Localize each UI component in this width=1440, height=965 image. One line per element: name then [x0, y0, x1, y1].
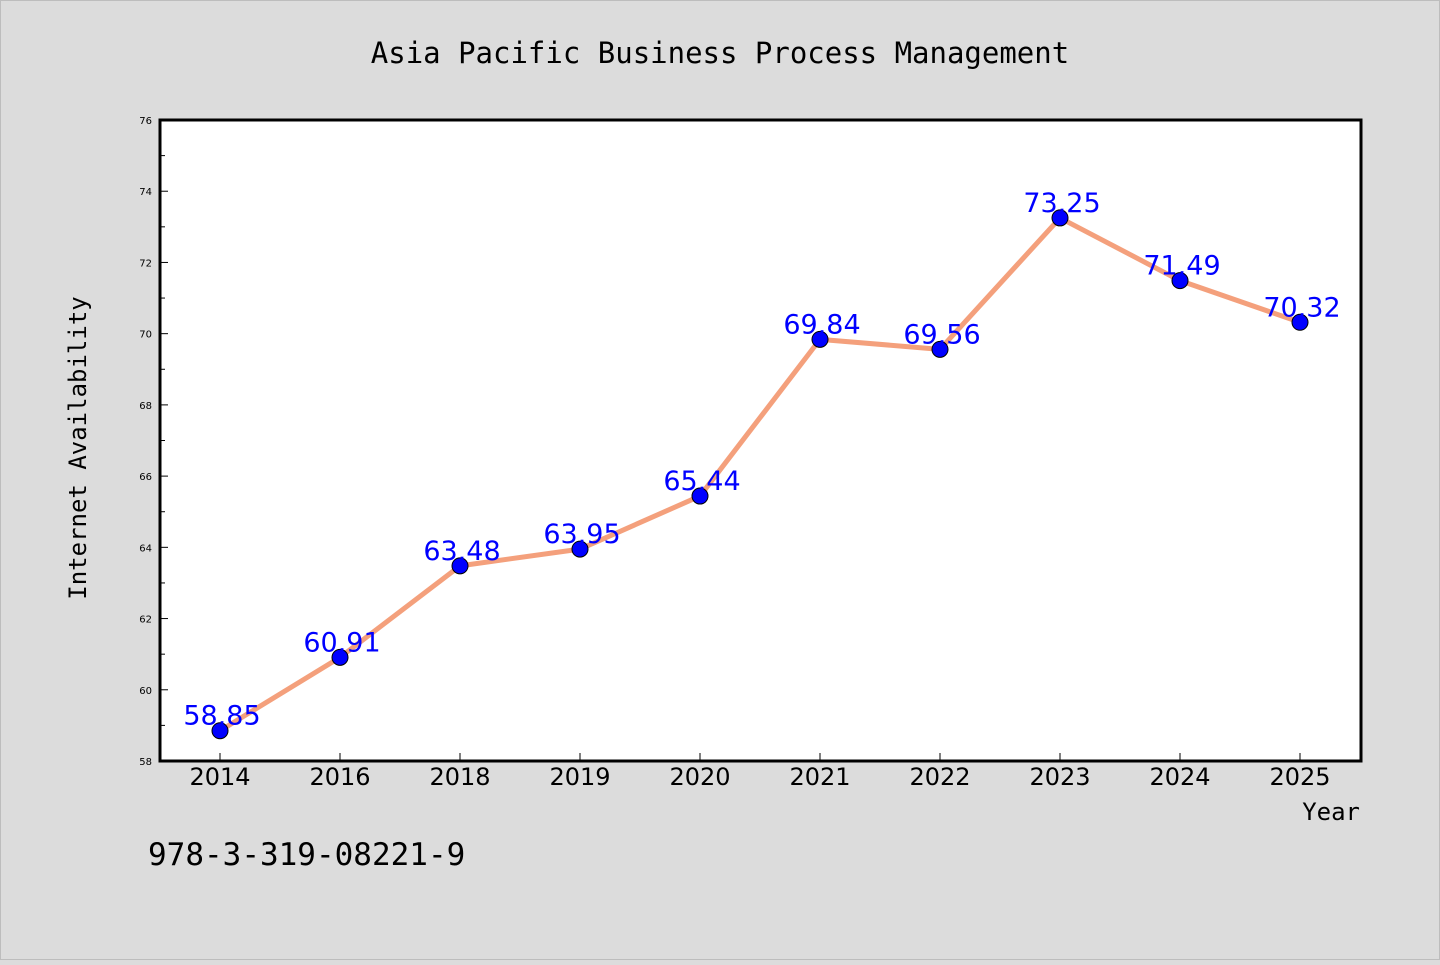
data-point-marker [451, 557, 469, 575]
data-label: 60.91 [303, 627, 380, 658]
x-tick-label: 2018 [429, 763, 490, 791]
y-tick-label: 70 [139, 330, 152, 341]
plot-frame [158, 118, 1363, 763]
data-label: 69.56 [903, 319, 980, 350]
x-tick-label: 2022 [909, 763, 970, 791]
data-labels: 58.85 60.91 63.48 63.95 65.44 69.84 69.56 73.25… [183, 188, 1340, 732]
data-label: 65.44 [663, 466, 740, 497]
y-tick-label: 58 [139, 757, 152, 768]
x-tick-label: 2023 [1029, 763, 1090, 791]
data-point-marker [1051, 209, 1069, 227]
series-line [217, 215, 1303, 734]
data-point-marker [811, 330, 829, 348]
x-axis-ticks: 2014 2016 2018 2019 2020 2021 2022 2023 2024 2025 [189, 753, 1331, 791]
y-tick-label: 64 [139, 543, 152, 554]
y-tick-label: 60 [139, 686, 152, 697]
data-point-marker [691, 487, 709, 505]
data-label: 70.32 [1263, 292, 1340, 323]
x-tick-label: 2020 [669, 763, 730, 791]
data-label: 58.85 [183, 701, 260, 732]
data-point-marker [331, 648, 349, 666]
y-tick-label: 68 [139, 401, 152, 412]
y-tick-label: 76 [139, 116, 152, 127]
data-point-marker [211, 722, 229, 740]
plot-area [160, 120, 1361, 761]
data-point-marker [1291, 313, 1309, 331]
series-line-group [217, 215, 1303, 734]
data-markers [211, 209, 1309, 740]
data-point-marker [571, 540, 589, 558]
x-tick-label: 2019 [549, 763, 610, 791]
y-tick-label: 62 [139, 615, 152, 626]
data-label: 63.95 [543, 519, 620, 550]
y-axis-label: Internet Availability [64, 296, 92, 599]
x-tick-label: 2025 [1269, 763, 1330, 791]
footer-code: 978-3-319-08221-9 [148, 837, 465, 873]
y-tick-label: 66 [139, 472, 152, 483]
data-label: 71.49 [1143, 251, 1220, 282]
y-tick-label: 72 [139, 258, 152, 269]
x-tick-label: 2021 [789, 763, 850, 791]
chart-title: Asia Pacific Business Process Management [371, 36, 1069, 70]
data-point-marker [1171, 272, 1189, 290]
x-tick-label: 2014 [189, 763, 250, 791]
data-label: 69.84 [783, 309, 860, 340]
x-tick-label: 2016 [309, 763, 370, 791]
data-label: 63.48 [423, 536, 500, 567]
x-axis-label: Year [1302, 798, 1360, 826]
data-point-marker [931, 340, 949, 358]
x-tick-label: 2024 [1149, 763, 1210, 791]
data-label: 73.25 [1023, 188, 1100, 219]
y-tick-label: 74 [139, 187, 152, 198]
